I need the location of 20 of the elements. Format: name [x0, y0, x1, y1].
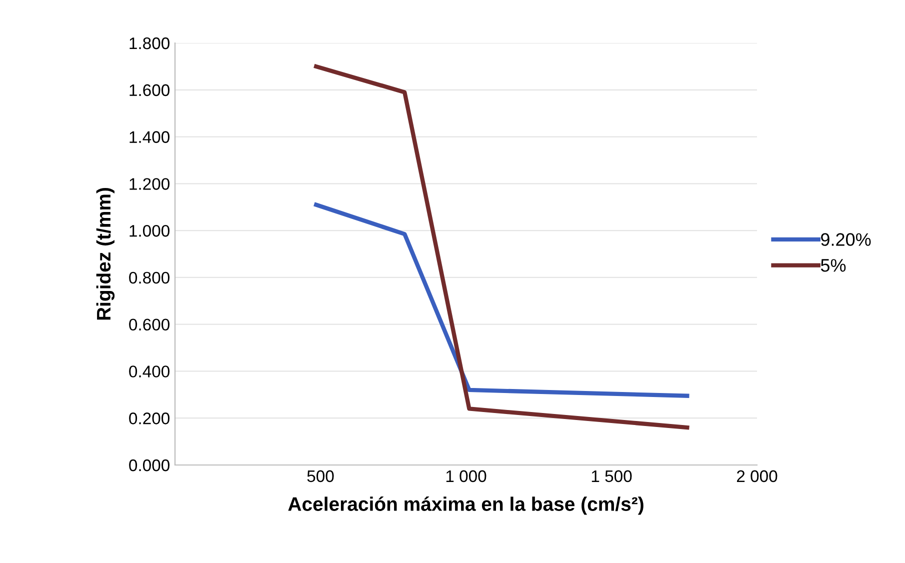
x-axis-title: Aceleración máxima en la base (cm/s²)	[288, 496, 644, 515]
x-tick-label: 1 000	[446, 470, 486, 482]
y-axis-title: Rigidez (t/mm)	[96, 188, 115, 320]
y-tick-label: 1.800	[130, 37, 170, 50]
y-tick-label: 0.000	[129, 459, 170, 472]
line-series	[314, 64, 690, 430]
x-tick-label: 1 500	[592, 470, 632, 482]
line-series	[314, 202, 690, 398]
y-tick-label: 0.400	[129, 366, 170, 378]
legend-label: 9.20%	[821, 233, 871, 246]
y-tick-label: 1.600	[130, 84, 170, 96]
x-tick-label: 500	[307, 470, 334, 482]
y-tick-label: 1.200	[130, 178, 170, 190]
y-tick-label: 0.200	[129, 412, 170, 424]
x-tick-label: 2 000	[736, 470, 778, 482]
legend-label: 5%	[820, 259, 846, 272]
y-tick-label: 0.800	[129, 272, 170, 284]
y-tick-label: 1.000	[130, 224, 170, 237]
y-tick-label: 1.400	[130, 131, 170, 143]
y-tick-label: 0.600	[129, 318, 170, 331]
